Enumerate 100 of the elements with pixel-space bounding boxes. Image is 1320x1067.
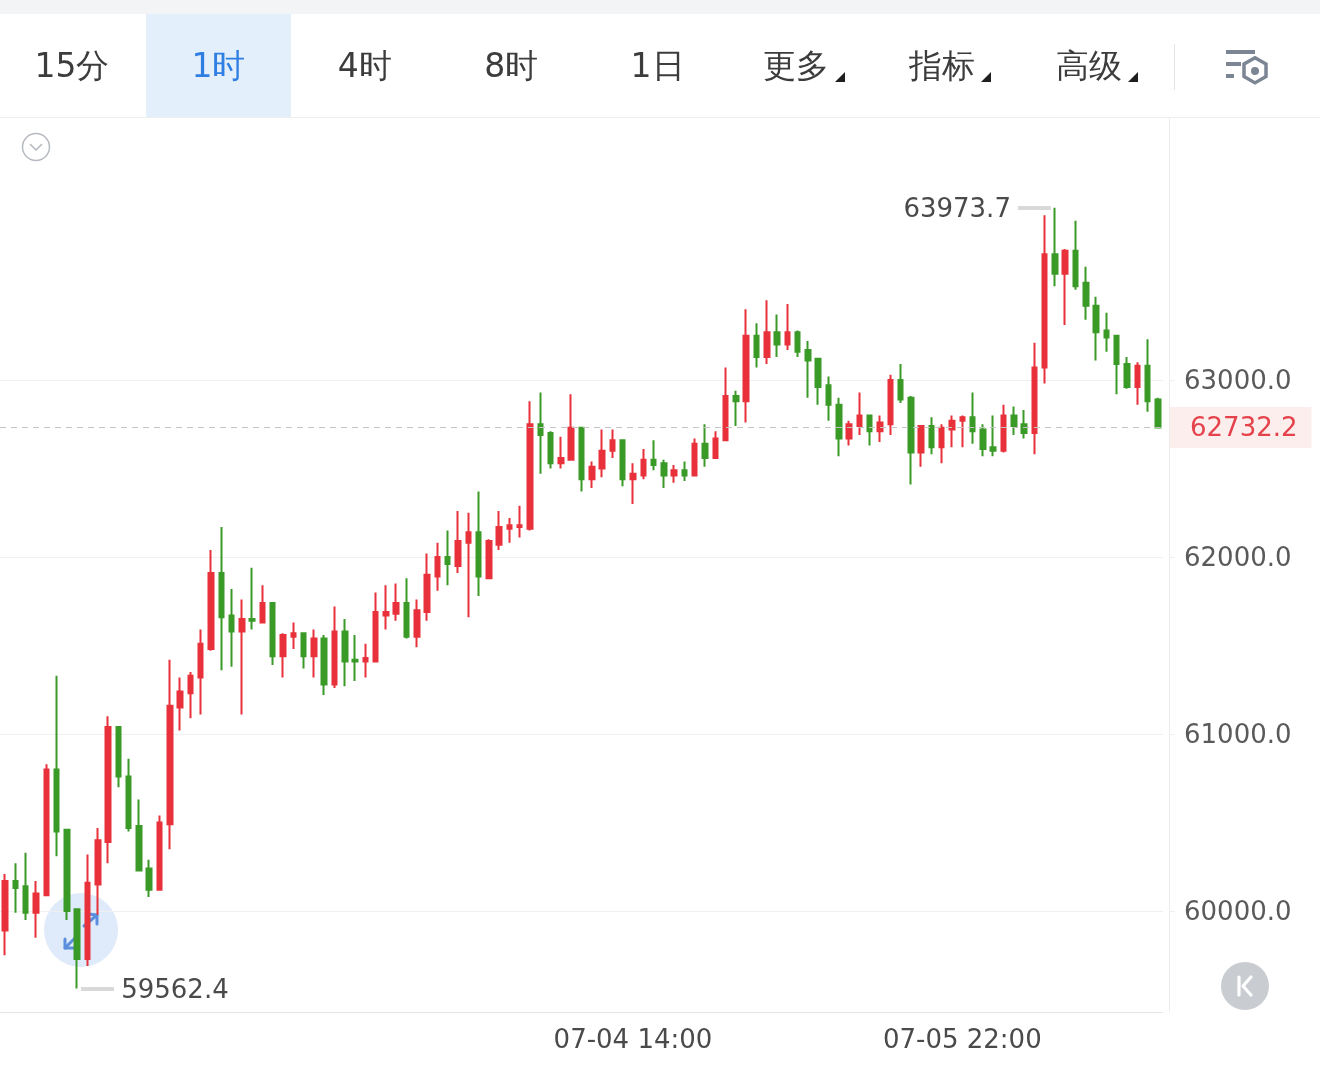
candlestick (1113, 334, 1120, 396)
candlestick (948, 414, 956, 449)
candlestick (176, 676, 184, 732)
candlestick (12, 862, 19, 914)
candlestick (125, 757, 132, 833)
candlestick (506, 517, 513, 544)
candlestick (104, 715, 112, 865)
candlestick (341, 617, 349, 688)
candlestick (773, 313, 781, 358)
candlestick (598, 428, 606, 479)
candlestick (197, 628, 204, 716)
candlestick (537, 391, 544, 475)
candlestick (156, 814, 163, 891)
candlestick (588, 460, 596, 489)
candlestick (660, 458, 668, 489)
candlestick (135, 798, 143, 872)
candlestick (835, 396, 843, 458)
candlestick (578, 426, 585, 493)
candlestick (84, 853, 91, 967)
candlestick (989, 414, 997, 458)
candlestick (959, 414, 966, 449)
candlestick (887, 373, 894, 436)
text: 15分 (34, 45, 110, 86)
candlestick (115, 725, 122, 789)
candlestick (814, 357, 822, 406)
annotation: 59562.4 (121, 973, 229, 1004)
candlestick (742, 308, 750, 424)
text: 4时 (337, 45, 392, 86)
text: 1日 (630, 45, 685, 86)
candlestick (454, 510, 462, 574)
candlestick (938, 423, 945, 465)
candlestick (866, 414, 873, 447)
text: 8时 (484, 45, 539, 86)
candlestick (403, 577, 410, 640)
x-tick-label: 07-05 22:00 (882, 1024, 1042, 1054)
candlestick (1, 872, 9, 957)
candlestick (310, 628, 318, 679)
y-tick-label: 60000.0 (1184, 896, 1292, 927)
candlestick (1134, 361, 1141, 406)
candlestick (382, 584, 390, 631)
candlestick (248, 566, 256, 631)
candlestick (94, 826, 102, 916)
candlestick (691, 437, 698, 477)
candlestick (1154, 396, 1162, 429)
candlestick (1103, 311, 1110, 353)
candlestick (465, 511, 472, 619)
candlestick (269, 602, 276, 667)
candlestick (279, 632, 287, 679)
candlestick (979, 423, 987, 458)
annotation: 63973.7 (903, 192, 1011, 223)
candlestick (650, 439, 657, 472)
text: 1时 (191, 45, 246, 86)
candlestick (351, 633, 359, 682)
y-tick-label: 62000.0 (1184, 542, 1292, 573)
candlestick (1061, 248, 1069, 327)
candlestick (22, 851, 29, 921)
candlestick (331, 605, 338, 690)
ref-line-label: 62732.2 (1190, 412, 1298, 443)
candlestick (681, 460, 688, 482)
candlestick (876, 414, 884, 443)
candlestick (609, 428, 616, 459)
candlestick (259, 584, 266, 624)
candlestick (907, 394, 915, 486)
candlestick (557, 435, 565, 470)
candlestick (444, 529, 451, 587)
candlestick (300, 632, 307, 670)
candlestick (475, 490, 482, 597)
candlestick (784, 302, 791, 351)
candlestick (516, 504, 523, 539)
candlestick (845, 419, 853, 447)
candlestick (434, 541, 441, 592)
candlestick (320, 633, 328, 697)
candlestick (392, 582, 400, 622)
candlestick (825, 375, 832, 422)
candlestick (1144, 338, 1151, 413)
candlestick (63, 828, 71, 921)
candlestick (1092, 295, 1100, 362)
candlestick (969, 391, 976, 445)
candlestick (166, 658, 174, 851)
candlestick (670, 463, 678, 484)
candlestick (1041, 214, 1048, 385)
candlestick (897, 363, 904, 405)
candlestick (753, 322, 760, 369)
candlestick (856, 391, 863, 436)
candlestick (804, 340, 812, 399)
candlestick (238, 598, 246, 716)
candlestick (763, 299, 771, 366)
candlestick (423, 552, 431, 622)
candlestick (207, 548, 215, 652)
candlestick (567, 393, 575, 461)
candlestick (495, 510, 503, 551)
candlestick (619, 439, 626, 488)
candlestick (701, 423, 709, 468)
candlestick (526, 400, 534, 532)
candlestick (1031, 341, 1038, 456)
candlestick (187, 671, 194, 720)
candlestick (640, 448, 647, 481)
candlestick (1020, 409, 1028, 440)
candlestick (485, 538, 493, 580)
candlestick (290, 621, 297, 651)
